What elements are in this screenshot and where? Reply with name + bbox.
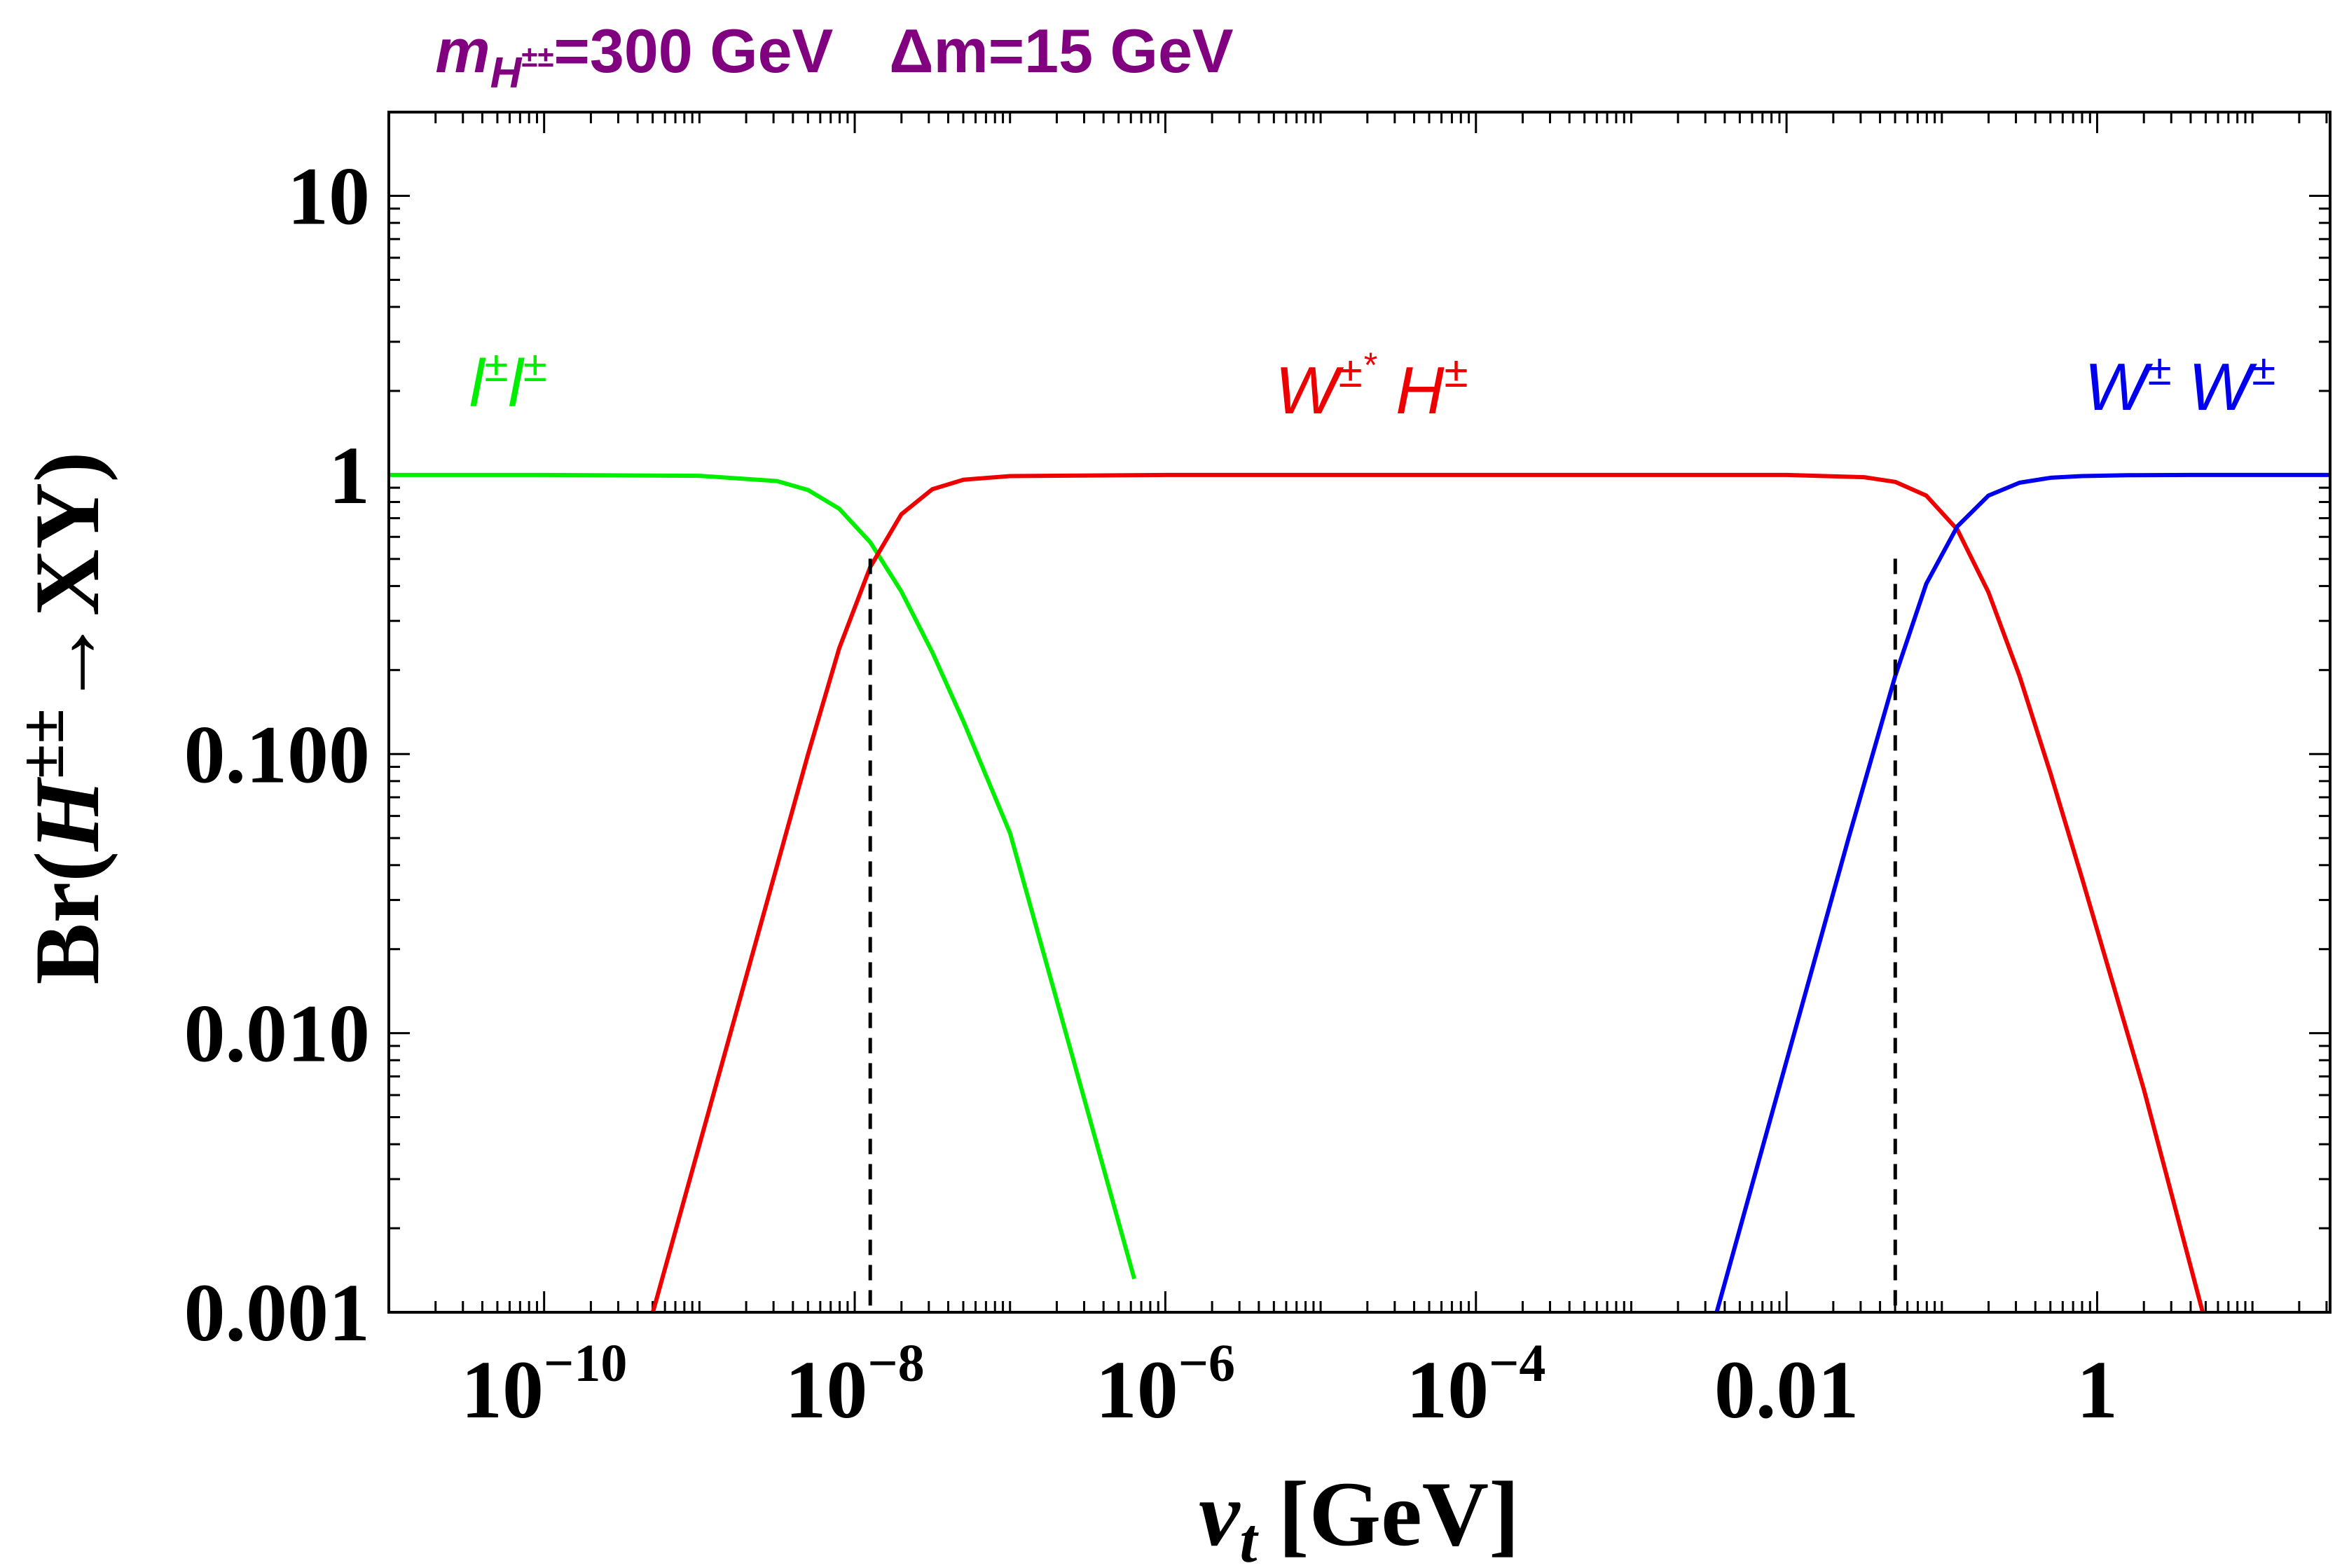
x-tick-label-exponent: −8	[867, 1334, 924, 1393]
x-tick-label-exponent: −4	[1489, 1334, 1545, 1393]
ww-label-pm2: ±	[2252, 346, 2275, 394]
y-axis-label-superscript: ±±	[6, 708, 77, 779]
x-tick-label: 10−10	[461, 1334, 627, 1436]
y-tick-label: 1	[329, 429, 370, 521]
y-tick-label: 0.100	[184, 708, 371, 800]
x-tick-label: 10−6	[1096, 1334, 1235, 1436]
x-tick-label-base: 10	[461, 1344, 544, 1436]
x-axis-label: vt [GeV]	[1199, 1462, 1520, 1568]
y-tick-label: 0.010	[184, 988, 371, 1080]
series-line-1	[651, 472, 2205, 1312]
x-tick-label: 0.01	[1714, 1344, 1859, 1436]
y-axis-label-symbol: H	[15, 776, 118, 852]
ww-label-w2: W	[2189, 350, 2258, 425]
x-tick-label-exponent: −10	[544, 1334, 627, 1393]
ww-label-w1: W	[2084, 350, 2154, 425]
axis-ticks	[387, 112, 2330, 1314]
wh-label-star: *	[1363, 345, 1377, 385]
x-axis-label-symbol: v	[1199, 1462, 1241, 1565]
y-tick-label: 0.001	[184, 1267, 371, 1359]
title-mass-symbol: m	[435, 16, 490, 85]
y-tick-labels: 0.001 0.010 0.100 1 10	[184, 151, 371, 1359]
x-tick-label: 1	[2076, 1344, 2118, 1436]
x-tick-label-exponent: −6	[1178, 1334, 1235, 1393]
x-axis-label-subscript: t	[1240, 1506, 1260, 1568]
series-lines	[389, 472, 2330, 1312]
lepton-label-pm2: ±	[523, 343, 547, 391]
y-axis-label: Br(H±±→XY)	[6, 452, 118, 985]
title-mass-value: =300 GeV	[554, 16, 834, 85]
x-tick-label-base: 10	[785, 1344, 867, 1436]
wh-label-pm2: ±	[1444, 348, 1468, 397]
x-tick-label-base: 10	[1406, 1344, 1489, 1436]
title-delta-m: Δm=15 GeV	[889, 16, 1234, 85]
title-mass-subscript: H	[490, 49, 523, 97]
x-tick-labels: 10−10 10−8 10−6 10−4 0.01 1	[461, 1334, 2118, 1436]
x-tick-label-base: 10	[1096, 1344, 1178, 1436]
series-label-lepton-pair: l±l±	[469, 343, 547, 421]
x-tick-label: 10−4	[1406, 1334, 1545, 1436]
y-axis-label-suffix: →XY)	[15, 452, 118, 709]
series-label-w-star-h: W±* H±	[1275, 345, 1468, 428]
plot-frame	[387, 111, 2331, 1314]
title-mass-sub-sup: ±±	[521, 40, 553, 73]
lepton-label-l1: l	[469, 346, 486, 421]
y-axis-label-prefix: Br(	[15, 851, 118, 985]
series-label-w-pair: W± W±	[2084, 346, 2275, 425]
wh-label-w: W	[1275, 353, 1344, 428]
lepton-label-l2: l	[508, 346, 525, 421]
wh-label-h: H	[1396, 353, 1445, 428]
wh-label-pm1: ±	[1339, 348, 1363, 397]
y-tick-label: 10	[287, 151, 370, 242]
series-line-2	[1714, 472, 2330, 1312]
x-axis-label-unit: [GeV]	[1279, 1462, 1520, 1565]
lepton-label-pm1: ±	[484, 343, 508, 391]
x-tick-label: 10−8	[785, 1334, 924, 1436]
chart-title: mH±±=300 GeV Δm=15 GeV	[435, 16, 1234, 97]
series-line-0	[389, 472, 1136, 1280]
ww-label-pm1: ±	[2148, 346, 2172, 394]
crossing-lines	[868, 558, 1897, 1312]
